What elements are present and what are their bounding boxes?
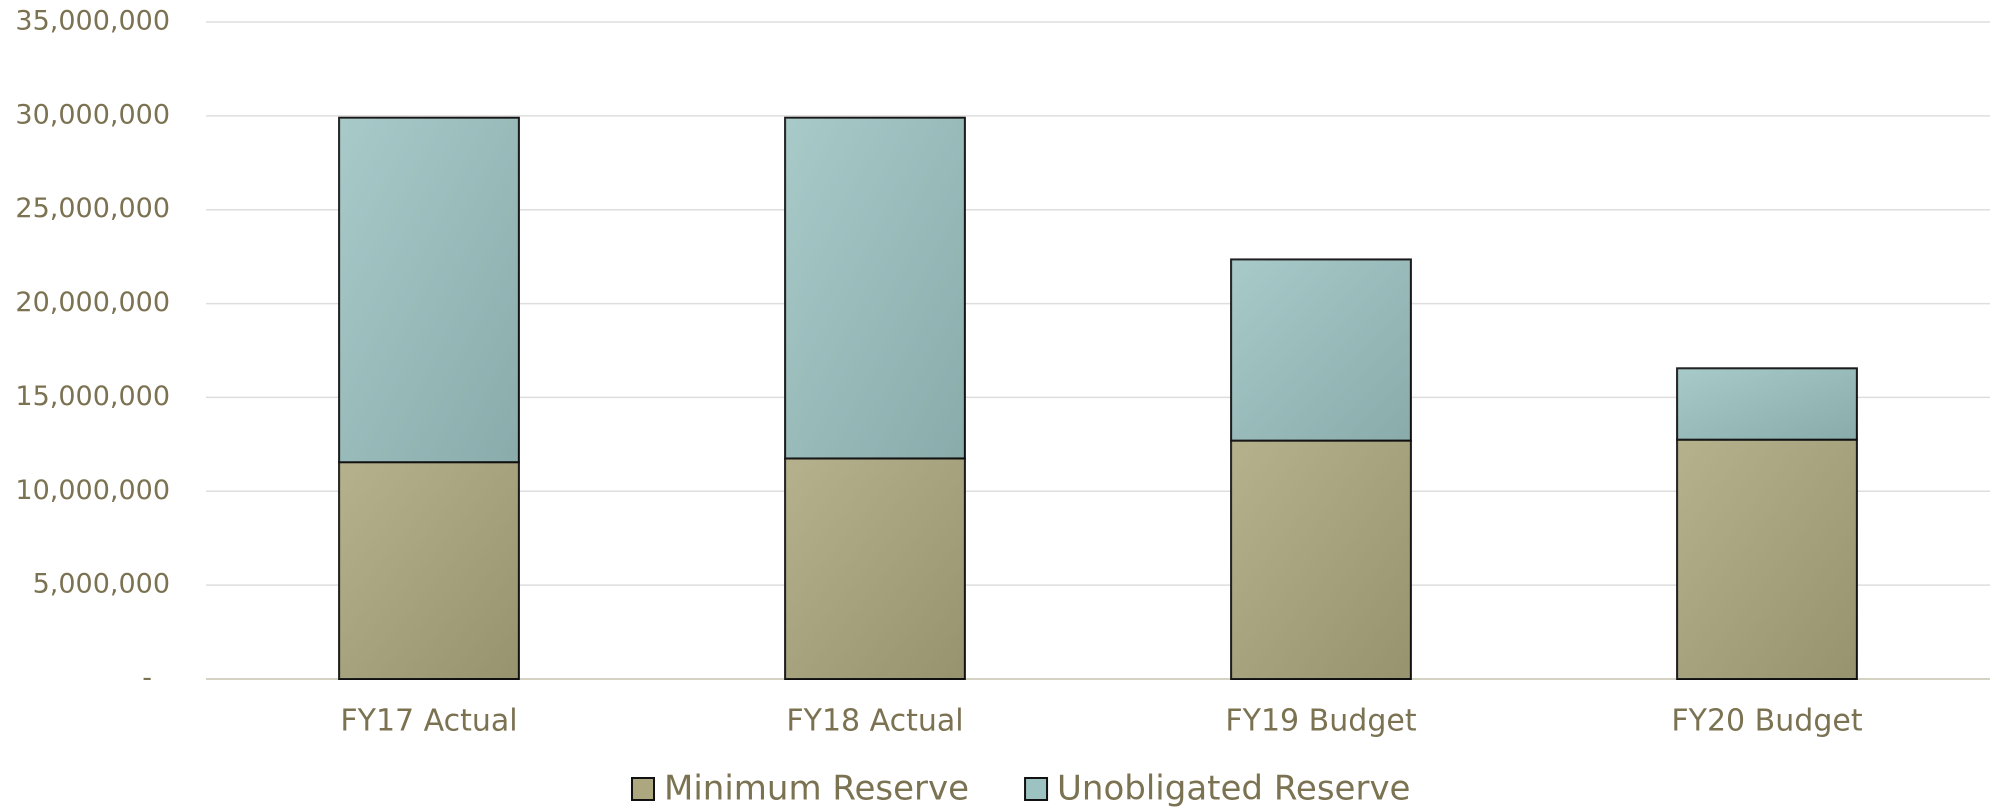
- bar-shade: [339, 462, 519, 679]
- y-tick-label: 30,000,000: [15, 99, 170, 130]
- bar-shade: [1231, 440, 1411, 679]
- y-tick-label: 15,000,000: [15, 381, 170, 412]
- x-tick-label: FY19 Budget: [1225, 704, 1416, 739]
- x-tick-label: FY18 Actual: [786, 704, 963, 739]
- y-tick-label: 35,000,000: [15, 6, 170, 37]
- legend-swatch: [631, 777, 655, 801]
- legend-label: Minimum Reserve: [664, 769, 969, 809]
- y-tick-label: 20,000,000: [15, 287, 170, 318]
- y-tick-label: -: [142, 663, 152, 694]
- bar-shade: [1231, 259, 1411, 441]
- y-tick-label: 5,000,000: [33, 569, 170, 600]
- y-tick-label: 10,000,000: [15, 475, 170, 506]
- legend-swatch: [1024, 777, 1049, 801]
- bar-shade: [785, 117, 965, 459]
- bar-shade: [785, 458, 965, 679]
- bar-shade: [339, 117, 519, 463]
- bar-shade: [1677, 439, 1857, 679]
- x-tick-label: FY20 Budget: [1671, 704, 1862, 739]
- y-tick-label: 25,000,000: [15, 193, 170, 224]
- x-tick-label: FY17 Actual: [340, 704, 517, 739]
- bar-shade: [1677, 368, 1857, 440]
- legend-label: Unobligated Reserve: [1057, 769, 1410, 809]
